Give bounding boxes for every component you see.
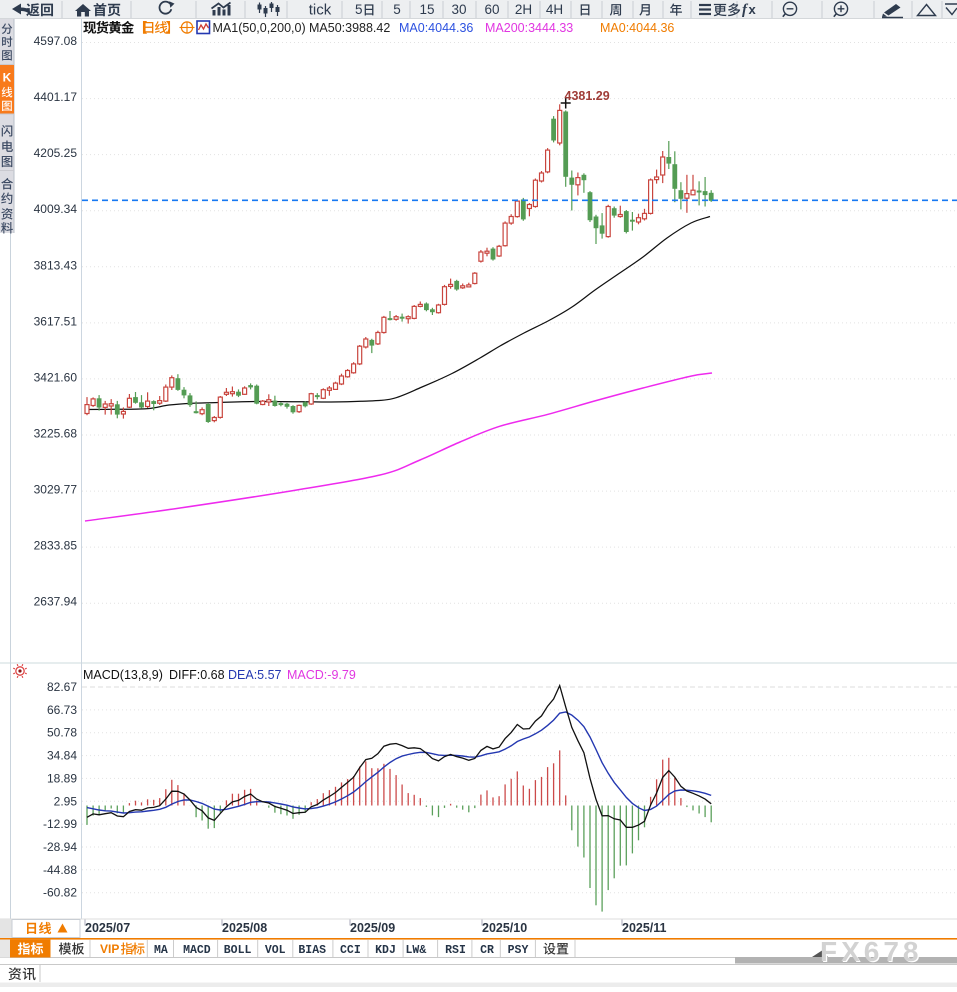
svg-text:4401.17: 4401.17 (34, 90, 78, 104)
svg-text:MACD:-9.79: MACD:-9.79 (287, 668, 356, 682)
svg-text:34.84: 34.84 (47, 749, 77, 763)
svg-text:LW&: LW& (406, 944, 427, 957)
svg-text:2025/07: 2025/07 (85, 921, 130, 935)
svg-text:CCI: CCI (340, 944, 361, 957)
svg-text:MA1(50,0,200,0): MA1(50,0,200,0) (213, 21, 306, 35)
svg-text:-28.94: -28.94 (43, 840, 77, 854)
svg-text:2025/10: 2025/10 (482, 921, 527, 935)
svg-text:FX678: FX678 (821, 937, 924, 968)
svg-text:4381.29: 4381.29 (565, 89, 610, 103)
svg-text:MA0:4044.36: MA0:4044.36 (600, 21, 674, 35)
svg-text:66.73: 66.73 (47, 703, 77, 717)
svg-text:3421.60: 3421.60 (34, 370, 78, 384)
svg-text:MA200:3444.33: MA200:3444.33 (485, 21, 573, 35)
svg-text:2H: 2H (515, 2, 532, 17)
svg-text:VOL: VOL (265, 944, 286, 957)
svg-text:CR: CR (480, 944, 494, 957)
svg-text:4205.25: 4205.25 (34, 146, 78, 160)
svg-text:2025/11: 2025/11 (622, 921, 667, 935)
svg-text:BOLL: BOLL (224, 944, 252, 957)
svg-text:DEA:5.57: DEA:5.57 (228, 668, 282, 682)
svg-text:KDJ: KDJ (375, 944, 396, 957)
svg-text:-44.88: -44.88 (43, 863, 77, 877)
svg-text:2637.94: 2637.94 (34, 595, 78, 609)
svg-text:BIAS: BIAS (298, 944, 326, 957)
svg-text:60: 60 (484, 2, 499, 17)
svg-text:18.89: 18.89 (47, 771, 77, 785)
svg-text:4009.34: 4009.34 (34, 202, 78, 216)
svg-text:x: x (749, 2, 757, 17)
svg-text:2025/09: 2025/09 (350, 921, 395, 935)
svg-text:MA: MA (154, 944, 168, 957)
svg-text:PSY: PSY (508, 944, 529, 957)
svg-text:FX678: FX678 (820, 936, 923, 967)
svg-text:50.78: 50.78 (47, 726, 77, 740)
svg-text:30: 30 (451, 2, 466, 17)
svg-text:-12.99: -12.99 (43, 817, 77, 831)
svg-text:-60.82: -60.82 (43, 886, 77, 900)
svg-text:tick: tick (309, 2, 332, 19)
svg-text:2.95: 2.95 (54, 794, 78, 808)
svg-text:3617.51: 3617.51 (34, 314, 78, 328)
svg-text:MACD(13,8,9): MACD(13,8,9) (83, 668, 163, 682)
svg-text:2025/08: 2025/08 (222, 921, 267, 935)
svg-text:MACD: MACD (183, 944, 211, 957)
svg-text:3225.68: 3225.68 (34, 427, 78, 441)
svg-text:f: f (742, 2, 749, 18)
svg-text:RSI: RSI (445, 944, 466, 957)
svg-text:DIFF:0.68: DIFF:0.68 (169, 668, 225, 682)
svg-text:5: 5 (355, 2, 363, 17)
svg-text:K: K (3, 71, 12, 85)
svg-text:5: 5 (393, 2, 401, 17)
svg-text:2833.85: 2833.85 (34, 539, 78, 553)
svg-text:4H: 4H (546, 2, 563, 17)
svg-text:MA50:3988.42: MA50:3988.42 (309, 21, 390, 35)
svg-text:3813.43: 3813.43 (34, 258, 78, 272)
svg-text:VIP: VIP (100, 942, 119, 956)
svg-text:4597.08: 4597.08 (34, 34, 78, 48)
svg-text:82.67: 82.67 (47, 680, 77, 694)
svg-text:3029.77: 3029.77 (34, 483, 78, 497)
svg-text:MA0:4044.36: MA0:4044.36 (399, 21, 473, 35)
svg-text:15: 15 (419, 2, 434, 17)
